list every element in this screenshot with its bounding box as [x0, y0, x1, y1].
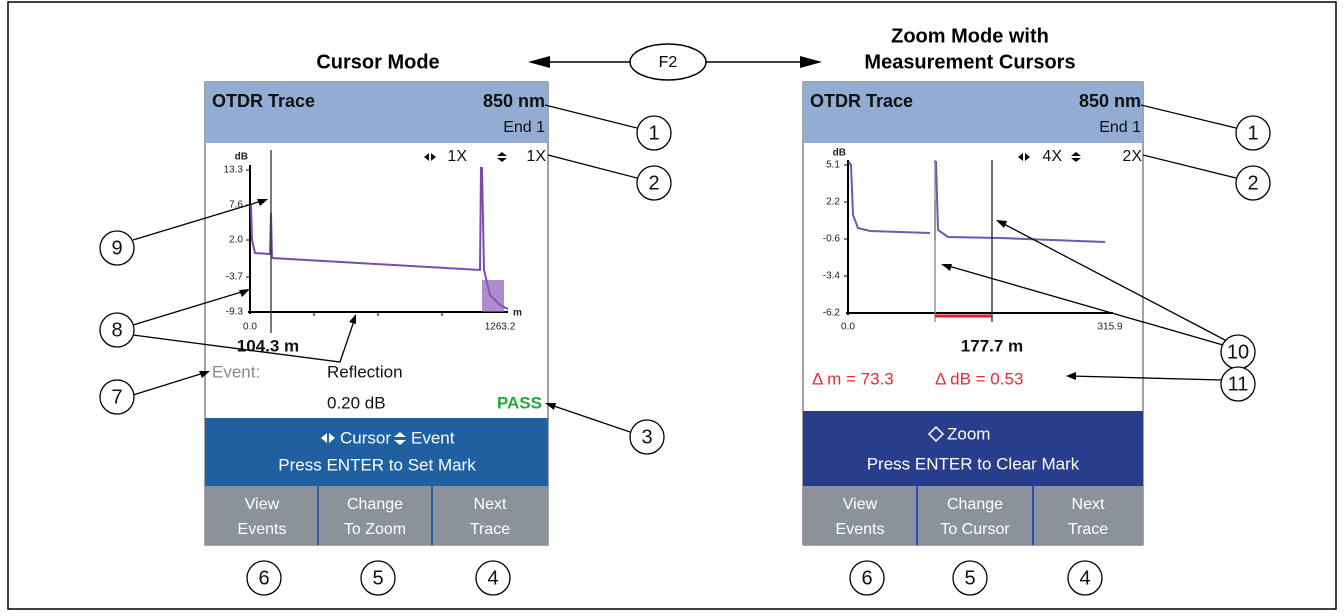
callout-number: 5 [964, 567, 975, 589]
softkey[interactable]: Trace [1068, 521, 1108, 538]
y-unit: dB [833, 148, 846, 159]
cursor-distance: 177.7 m [961, 336, 1023, 355]
event-loss: 0.20 dB [327, 393, 386, 412]
y-tick-label: 2.0 [229, 235, 243, 246]
screen-title: OTDR Trace [810, 91, 913, 111]
delta-loss: Δ dB = 0.53 [935, 369, 1023, 388]
x-tick-label: 1263.2 [485, 322, 516, 333]
callout-number: 2 [648, 172, 659, 194]
callout-number: 6 [258, 567, 269, 589]
nav-label: Cursor [340, 428, 391, 447]
trace-plot [246, 150, 509, 333]
leader-lines [132, 104, 638, 433]
instruction: Press ENTER to Set Mark [278, 455, 476, 474]
x-tick-label: 0.0 [841, 322, 855, 333]
zoom-icons [424, 152, 507, 162]
result: PASS [497, 393, 542, 412]
softkey[interactable]: Change [347, 496, 403, 513]
wavelength: 850 nm [483, 91, 545, 111]
zoom-horizontal: 1X [447, 148, 467, 165]
mode-title: Cursor Mode [316, 51, 439, 73]
x-tick-label: 315.9 [1097, 322, 1122, 333]
end-label: End 1 [503, 119, 545, 136]
softkey[interactable]: Next [1072, 496, 1105, 513]
y-tick-label: -6.2 [823, 308, 841, 319]
nav-label: Event [411, 428, 455, 447]
nav-icons [927, 425, 945, 443]
zoom-horizontal: 4X [1042, 148, 1062, 165]
softkey[interactable]: To Zoom [344, 521, 406, 538]
callout-number: 6 [861, 567, 872, 589]
trace-plot [844, 160, 1113, 322]
callout-number: 7 [111, 386, 122, 408]
frame [7, 1, 1337, 610]
end-label: End 1 [1099, 119, 1141, 136]
y-tick-label: 2.2 [826, 197, 840, 208]
y-tick-label: 13.3 [224, 165, 244, 176]
y-tick-label: 7.6 [229, 200, 243, 211]
x-tick-label: 0.0 [243, 322, 257, 333]
softkey[interactable]: View [245, 496, 280, 513]
zoom-icons [1018, 152, 1081, 162]
event-type: Reflection [327, 362, 403, 381]
x-unit: m [513, 308, 522, 319]
delta-distance: Δ m = 73.3 [812, 369, 894, 388]
mode-title: Zoom Mode with [891, 25, 1049, 47]
callout-number: 2 [1247, 172, 1258, 194]
event-label: Event: [212, 362, 260, 381]
y-tick-label: 5.1 [826, 160, 840, 171]
softkey[interactable]: Events [238, 521, 287, 538]
instruction: Press ENTER to Clear Mark [867, 454, 1080, 473]
mode-title: Measurement Cursors [864, 51, 1075, 73]
callout-number: 4 [1079, 567, 1090, 589]
callout-number: 10 [1227, 341, 1249, 363]
callout-number: 9 [111, 237, 122, 259]
callout-number: 1 [648, 122, 659, 144]
callout-number: 3 [641, 426, 652, 448]
callout-circles [849, 115, 1271, 596]
screen-title: OTDR Trace [212, 91, 315, 111]
softkey[interactable]: To Cursor [940, 521, 1010, 538]
softkey[interactable]: View [843, 496, 878, 513]
switch-key: F2 [659, 54, 678, 71]
y-tick-label: -0.6 [823, 234, 841, 245]
softkey[interactable]: Trace [470, 521, 510, 538]
screen [204, 81, 549, 546]
y-tick-label: -3.7 [226, 272, 244, 283]
y-tick-label: -9.3 [226, 307, 244, 318]
nav-label: Zoom [947, 424, 990, 443]
softkey[interactable]: Next [474, 496, 507, 513]
nav-icons [321, 432, 406, 445]
callout-number: 8 [111, 319, 122, 341]
callout-number: 11 [1228, 373, 1249, 395]
softkey[interactable]: Events [836, 521, 885, 538]
callout-circles [99, 115, 672, 596]
wavelength: 850 nm [1079, 91, 1141, 111]
softkey[interactable]: Change [947, 496, 1003, 513]
zoom-vertical: 2X [1122, 148, 1142, 165]
zoom-vertical: 1X [526, 148, 546, 165]
y-unit: dB [235, 152, 248, 163]
callout-number: 5 [372, 567, 383, 589]
leader-lines [941, 104, 1237, 381]
callout-number: 1 [1247, 122, 1258, 144]
switch-arrows [528, 43, 822, 81]
y-tick-label: -3.4 [823, 271, 841, 282]
callout-number: 4 [487, 567, 498, 589]
